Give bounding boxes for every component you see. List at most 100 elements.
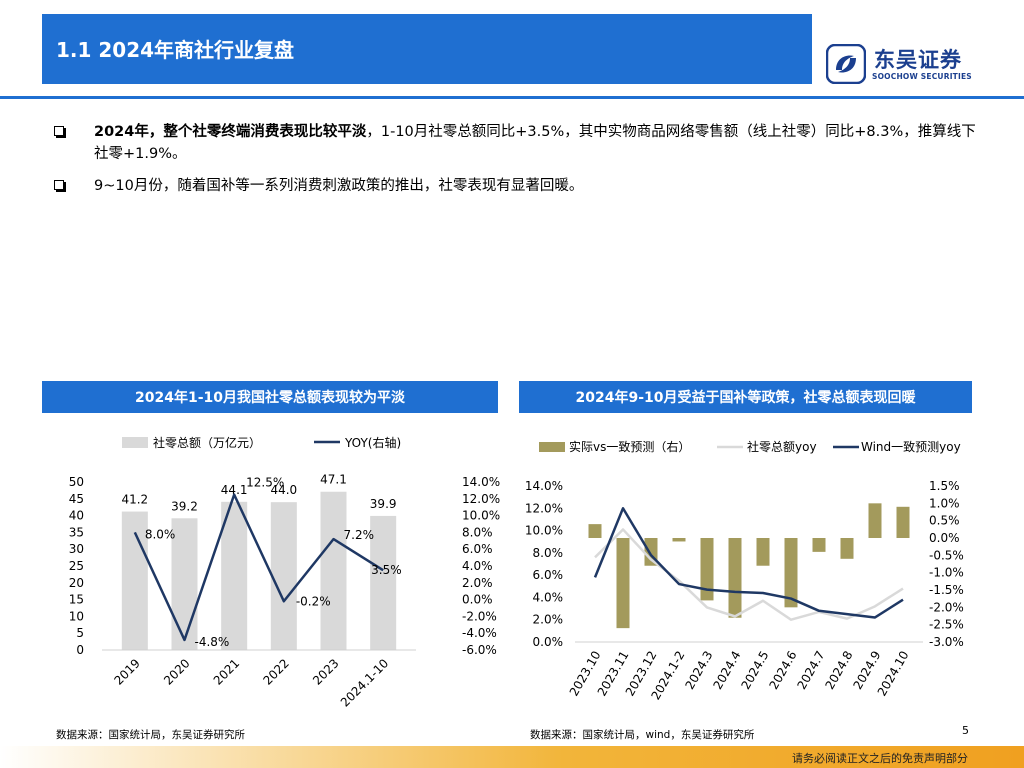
y-left-tick-label: 5 — [76, 626, 84, 640]
logo-chinese-name: 东吴证券 — [874, 48, 962, 72]
y-right-tick-label: -1.0% — [929, 566, 964, 580]
y-right-tick-label: 4.0% — [462, 559, 493, 573]
y-left-tick-label: 12.0% — [525, 501, 563, 515]
bullet-item: 9~10月份，随着国补等一系列消费刺激政策的推出，社零表现有显著回暖。 — [52, 175, 982, 197]
title-bar — [42, 14, 812, 84]
bar-total-sales — [171, 518, 198, 650]
bar-data-label: 39.2 — [171, 499, 198, 513]
bar-actual-vs-consensus — [840, 538, 854, 559]
yoy-data-label: 8.0% — [145, 527, 176, 541]
bar-actual-vs-consensus — [812, 538, 826, 552]
yoy-data-label: 7.2% — [344, 528, 375, 542]
y-right-tick-label: 0.0% — [462, 593, 493, 607]
bullet-text: 9~10月份，随着国补等一系列消费刺激政策的推出，社零表现有显著回暖。 — [94, 178, 584, 194]
checkbox-bullet-icon — [54, 126, 64, 136]
right-data-source: 数据来源：国家统计局，wind，东吴证券研究所 — [530, 729, 755, 741]
legend-swatch-bar — [122, 437, 148, 448]
bar-data-label: 47.1 — [320, 473, 347, 487]
x-tick-label: 2022 — [260, 656, 291, 687]
y-right-tick-label: 2.0% — [462, 576, 493, 590]
y-right-tick-label: 12.0% — [462, 492, 500, 506]
y-left-tick-label: 2.0% — [533, 613, 564, 627]
yoy-data-label: 3.5% — [371, 563, 402, 577]
y-left-tick-label: 10 — [69, 609, 84, 623]
footer-bar — [0, 746, 1024, 768]
x-tick-label: 2024.1-10 — [338, 656, 391, 709]
wind-consensus-yoy-line — [593, 507, 904, 619]
y-right-tick-label: 0.0% — [929, 531, 960, 545]
header-divider — [0, 96, 1024, 99]
retail-sales-annual-chart: 社零总额（万亿元） YOY(右轴) 0 5 10 15 20 25 30 35 40 45 50 -6.0… — [69, 435, 500, 710]
bar-actual-vs-consensus — [868, 503, 882, 538]
y-left-tick-label: 40 — [69, 509, 84, 523]
bullet-bold-text: 2024年，整个社零终端消费表现比较平淡 — [94, 124, 367, 140]
bar-data-label: 44.0 — [270, 483, 297, 497]
left-data-source: 数据来源：国家统计局，东吴证券研究所 — [56, 729, 245, 741]
y-right-tick-label: -4.0% — [462, 626, 497, 640]
checkbox-bullet-icon — [54, 180, 64, 190]
y-right-tick-label: 10.0% — [462, 509, 500, 523]
bullet-text: ，1-10月社零总额同比+3.5%，其中实物商品网络零售额（线上社零）同比+8.… — [94, 124, 976, 162]
x-tick-label: 2019 — [111, 656, 142, 687]
x-tick-label: 2020 — [161, 656, 192, 687]
legend-label: YOY(右轴) — [344, 435, 401, 450]
bullet-item: 2024年，整个社零终端消费表现比较平淡，1-10月社零总额同比+3.5%，其中… — [52, 121, 982, 165]
y-left-tick-label: 0.0% — [533, 635, 564, 649]
retail-yoy-line — [594, 528, 904, 621]
y-left-tick-label: 15 — [69, 593, 84, 607]
yoy-line — [133, 493, 384, 642]
y-right-tick-label: 0.5% — [929, 514, 960, 528]
bar-total-sales — [370, 515, 397, 650]
logo-english-name: SOOCHOW SECURITIES — [872, 72, 972, 81]
right-chart-title: 2024年9-10月受益于国补等政策，社零总额表现回暖 — [519, 381, 972, 413]
bar-actual-vs-consensus — [756, 538, 770, 566]
bar-data-label: 39.9 — [370, 497, 397, 511]
y-right-tick-label: -2.0% — [929, 600, 964, 614]
yoy-data-label: -0.2% — [296, 594, 331, 608]
y-right-tick-label: -2.0% — [462, 609, 497, 623]
soochow-logo-icon — [826, 44, 866, 84]
y-left-tick-label: 45 — [69, 492, 84, 506]
bar-data-label: 41.2 — [121, 493, 148, 507]
y-right-tick-label: 8.0% — [462, 525, 493, 539]
x-tick-label: 2023 — [310, 656, 341, 687]
y-right-tick-label: 6.0% — [462, 542, 493, 556]
y-right-tick-label: 14.0% — [462, 475, 500, 489]
y-right-tick-label: 1.5% — [929, 479, 960, 493]
legend-label: 社零总额yoy — [747, 439, 817, 454]
y-right-tick-label: -1.5% — [929, 583, 964, 597]
bar-actual-vs-consensus — [728, 538, 742, 618]
y-left-tick-label: 8.0% — [533, 546, 564, 560]
y-left-tick-label: 4.0% — [533, 590, 564, 604]
y-right-tick-label: -0.5% — [929, 548, 964, 562]
y-left-tick-label: 14.0% — [525, 479, 563, 493]
y-left-tick-label: 50 — [69, 475, 84, 489]
bar-actual-vs-consensus — [672, 538, 686, 542]
legend-label: Wind一致预测yoy — [861, 440, 961, 454]
page-number: 5 — [962, 724, 969, 737]
bar-actual-vs-consensus — [616, 538, 630, 629]
yoy-data-label: -4.8% — [195, 635, 230, 649]
legend-swatch-bar — [539, 442, 565, 452]
y-left-tick-label: 10.0% — [525, 524, 563, 538]
yoy-data-label: 12.5% — [246, 476, 284, 490]
retail-sales-monthly-chart: 实际vs一致预测（右） 社零总额yoy Wind一致预测yoy 0.0% 2.0% 4.0… — [525, 439, 964, 702]
legend-label: 社零总额（万亿元） — [153, 435, 261, 450]
bar-actual-vs-consensus — [896, 506, 910, 538]
left-chart-title: 2024年1-10月我国社零总额表现较为平淡 — [42, 381, 498, 413]
summary-bullets: 2024年，整个社零终端消费表现比较平淡，1-10月社零总额同比+3.5%，其中… — [52, 121, 982, 207]
y-right-tick-label: 1.0% — [929, 496, 960, 510]
disclaimer-footer: 请务必阅读正文之后的免责声明部分 — [792, 752, 968, 765]
bar-actual-vs-consensus — [700, 538, 714, 601]
y-left-tick-label: 35 — [69, 525, 84, 539]
y-right-tick-label: -6.0% — [462, 643, 497, 657]
bar-actual-vs-consensus — [784, 538, 798, 608]
y-left-tick-label: 0 — [76, 643, 84, 657]
legend-label: 实际vs一致预测（右） — [569, 439, 690, 454]
bar-total-sales — [221, 501, 248, 650]
y-left-tick-label: 25 — [69, 559, 84, 573]
x-tick-label: 2021 — [211, 656, 242, 687]
y-left-tick-label: 20 — [69, 576, 84, 590]
bar-actual-vs-consensus — [588, 524, 602, 538]
page-title: 1.1 2024年商社行业复盘 — [56, 38, 295, 62]
